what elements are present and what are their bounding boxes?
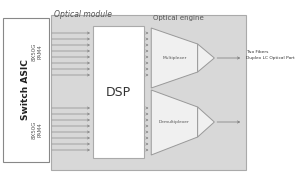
Text: Switch ASIC: Switch ASIC [22, 60, 31, 120]
Bar [93, 26, 144, 158]
Polygon shape [198, 44, 214, 72]
Text: 8X50G
PAM4: 8X50G PAM4 [32, 121, 43, 139]
Bar [3, 18, 49, 162]
Text: Two Fibers
Duplex LC Optical Port: Two Fibers Duplex LC Optical Port [246, 50, 295, 60]
Polygon shape [151, 90, 198, 155]
Text: Demultiplexer: Demultiplexer [159, 120, 190, 124]
Text: 8X50G
PAM4: 8X50G PAM4 [32, 43, 43, 61]
Text: Optical module: Optical module [54, 10, 112, 19]
Bar [51, 15, 246, 170]
Polygon shape [151, 28, 198, 88]
Polygon shape [198, 107, 214, 137]
Text: Optical engine: Optical engine [153, 15, 204, 21]
Text: Multiplexer: Multiplexer [162, 56, 187, 60]
Text: DSP: DSP [105, 86, 130, 98]
